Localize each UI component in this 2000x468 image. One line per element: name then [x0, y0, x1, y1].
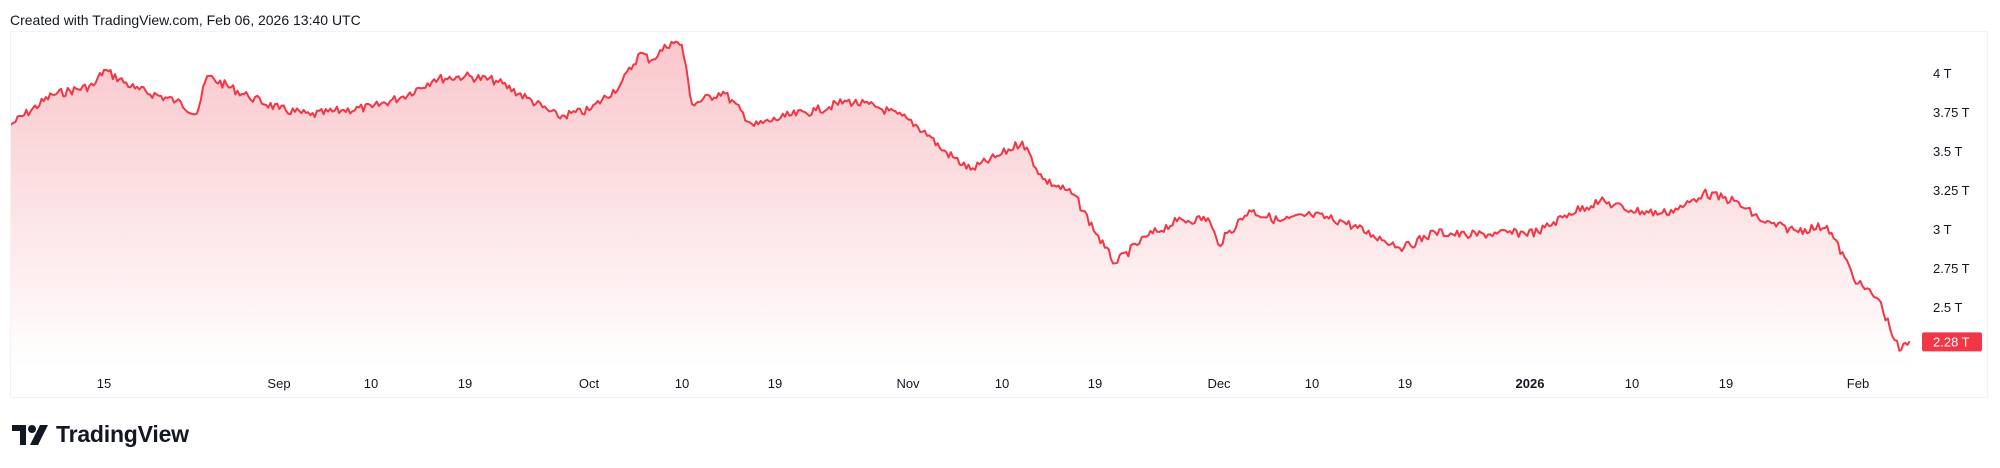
time-axis-tick: 2026 — [1516, 376, 1545, 391]
time-axis-tick: Dec — [1207, 376, 1231, 391]
current-price-tag: 2.28 T — [1922, 332, 1982, 352]
time-axis-tick: 19 — [1719, 376, 1733, 391]
time-axis-tick: Oct — [579, 376, 600, 391]
time-axis-tick: 19 — [1088, 376, 1102, 391]
time-axis-tick: 10 — [675, 376, 689, 391]
price-axis-tick: 2.5 T — [1933, 300, 1962, 315]
price-axis-tick: 3 T — [1933, 222, 1952, 237]
time-axis-tick: 10 — [995, 376, 1009, 391]
price-axis-tick: 4 T — [1933, 66, 1952, 81]
area-fill — [11, 41, 1910, 367]
time-axis-tick: 19 — [768, 376, 782, 391]
time-axis[interactable]: 15 Sep 10 19 Oct 10 19 Nov 10 19 Dec 10 19 2026 10 19 Fe… — [97, 376, 1869, 391]
price-line — [11, 40, 1911, 352]
tradingview-wordmark: TradingView — [56, 421, 189, 447]
created-with-caption: Created with TradingView.com, Feb 06, 20… — [10, 12, 361, 28]
current-price-label: 2.28 T — [1933, 334, 1970, 349]
time-axis-tick: 19 — [458, 376, 472, 391]
time-axis-tick: Nov — [896, 376, 920, 391]
time-axis-tick: Feb — [1847, 376, 1869, 391]
time-axis-tick: 10 — [1625, 376, 1639, 391]
time-axis-tick: 19 — [1398, 376, 1412, 391]
price-axis-tick: 3.25 T — [1933, 183, 1970, 198]
price-axis[interactable]: 4 T 3.75 T 3.5 T 3.25 T 3 T 2.75 T 2.5 T — [1933, 66, 1970, 315]
time-axis-tick: Sep — [267, 376, 290, 391]
tradingview-logo-icon — [12, 424, 48, 445]
price-axis-tick: 2.75 T — [1933, 261, 1970, 276]
time-axis-tick: 10 — [1305, 376, 1319, 391]
time-axis-tick: 15 — [97, 376, 111, 391]
price-axis-tick: 3.75 T — [1933, 105, 1970, 120]
tradingview-logo[interactable]: TradingView — [12, 421, 189, 448]
time-axis-tick: 10 — [364, 376, 378, 391]
price-axis-tick: 3.5 T — [1933, 144, 1962, 159]
chart-frame — [10, 31, 1988, 398]
